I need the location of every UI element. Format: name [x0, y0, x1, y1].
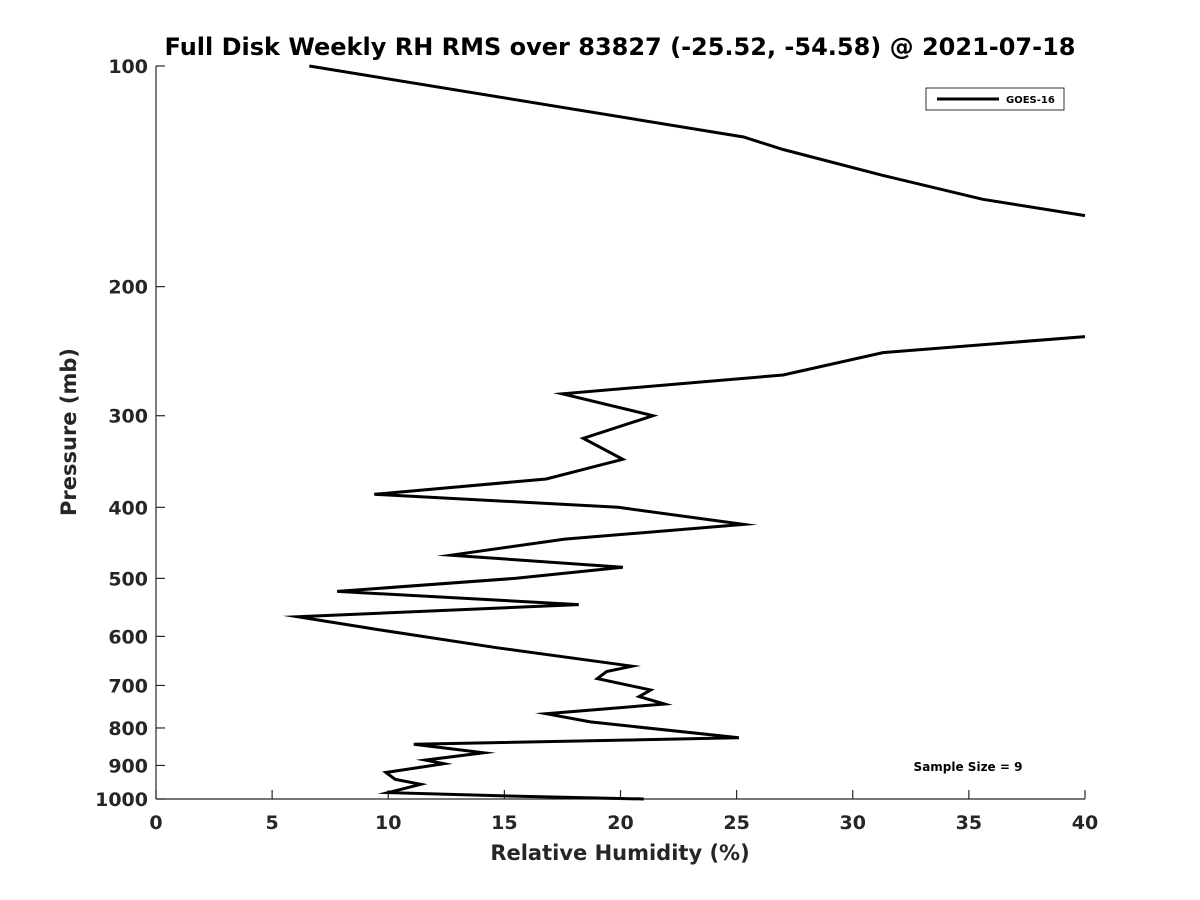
sample-size-annotation: Sample Size = 9 [914, 760, 1023, 774]
x-tick-label: 25 [723, 812, 749, 834]
x-tick-label: 20 [607, 812, 633, 834]
y-tick-label: 700 [108, 675, 148, 697]
x-tick-label: 5 [266, 812, 279, 834]
y-tick-label: 600 [108, 626, 148, 648]
x-tick-label: 0 [149, 812, 162, 834]
y-tick-label: 800 [108, 718, 148, 740]
legend: GOES-16 [925, 87, 1065, 111]
x-tick-label: 35 [956, 812, 982, 834]
x-tick-label: 15 [491, 812, 517, 834]
x-tick-label: 30 [840, 812, 866, 834]
y-axis-label: Pressure (mb) [57, 348, 81, 516]
legend-label-goes-16: GOES-16 [1006, 95, 1055, 106]
chart-title: Full Disk Weekly RH RMS over 83827 (-25.… [165, 33, 1076, 61]
x-tick-label: 40 [1072, 812, 1098, 834]
y-tick-label: 900 [108, 755, 148, 777]
x-axis-label: Relative Humidity (%) [490, 841, 749, 865]
series-line-goes-16 [309, 64, 1086, 218]
series-layer [282, 64, 1086, 801]
y-axis-ticks: 100 200 300 400 500 600 700 800 900 1000 [95, 56, 165, 811]
y-tick-label: 1000 [95, 789, 148, 811]
y-tick-label: 500 [108, 568, 148, 590]
y-tick-label: 400 [108, 497, 148, 519]
y-tick-label: 200 [108, 277, 148, 299]
y-tick-label: 100 [108, 56, 148, 78]
series-line-goes-16 [282, 335, 1086, 801]
y-tick-label: 300 [108, 406, 148, 428]
x-tick-label: 10 [375, 812, 401, 834]
x-axis-ticks: 0 5 10 15 20 25 30 35 40 [149, 790, 1098, 834]
